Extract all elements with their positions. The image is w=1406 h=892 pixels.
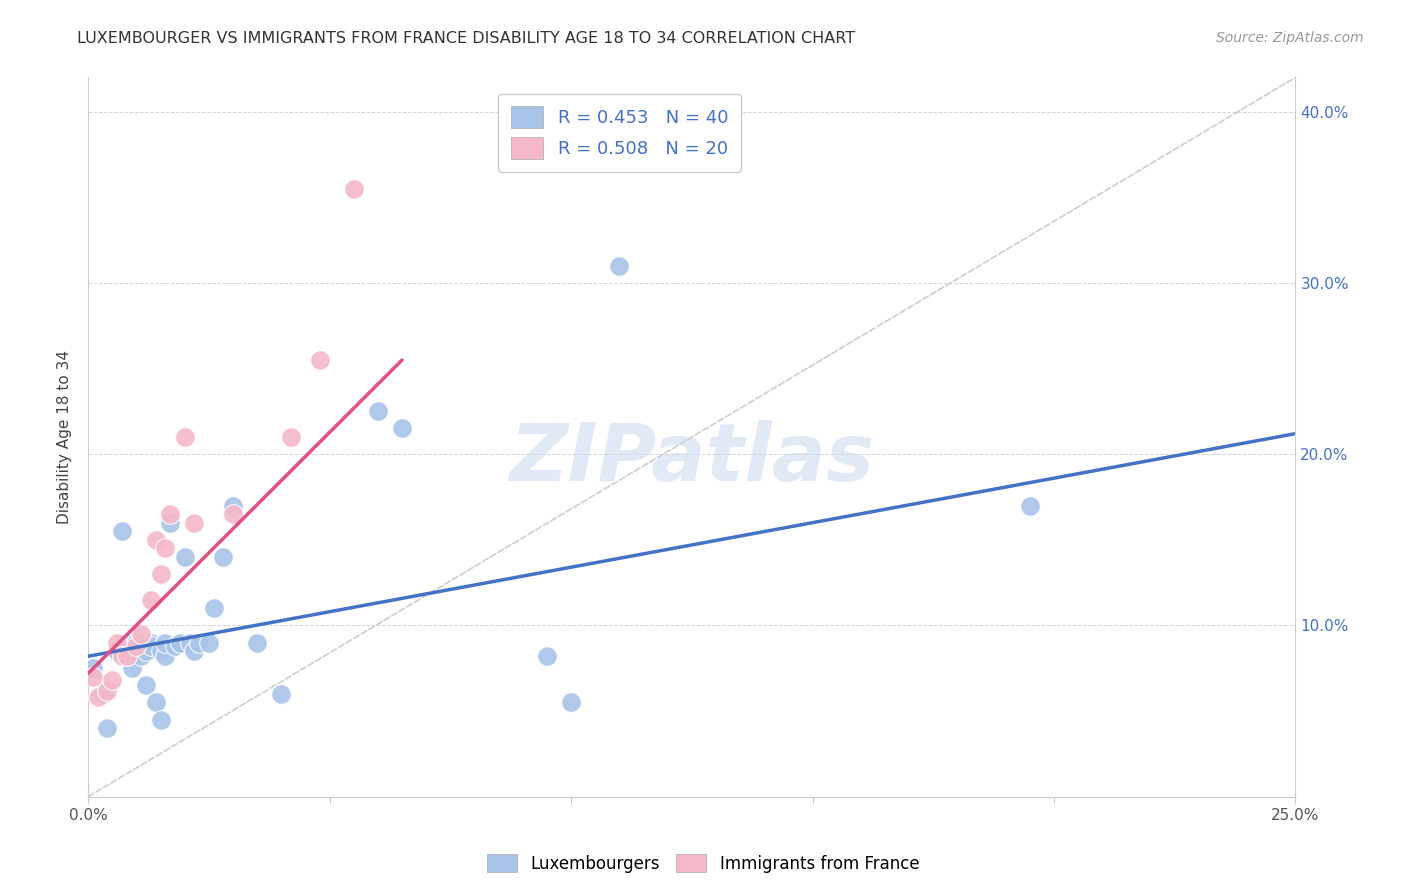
Y-axis label: Disability Age 18 to 34: Disability Age 18 to 34	[58, 350, 72, 524]
Point	[173, 430, 195, 444]
Point	[367, 404, 389, 418]
Point	[82, 661, 104, 675]
Point	[155, 541, 177, 556]
Point	[280, 430, 302, 444]
Point	[222, 507, 245, 521]
Text: LUXEMBOURGER VS IMMIGRANTS FROM FRANCE DISABILITY AGE 18 TO 34 CORRELATION CHART: LUXEMBOURGER VS IMMIGRANTS FROM FRANCE D…	[77, 31, 855, 46]
Point	[202, 601, 225, 615]
Point	[129, 635, 152, 649]
Point	[149, 644, 172, 658]
Point	[111, 524, 134, 539]
Point	[222, 499, 245, 513]
Point	[212, 549, 235, 564]
Point	[82, 670, 104, 684]
Point	[111, 649, 134, 664]
Point	[115, 635, 138, 649]
Point	[96, 721, 118, 735]
Point	[155, 649, 177, 664]
Point	[183, 644, 205, 658]
Point	[149, 713, 172, 727]
Text: Source: ZipAtlas.com: Source: ZipAtlas.com	[1216, 31, 1364, 45]
Point	[609, 259, 631, 273]
Point	[101, 673, 124, 688]
Point	[125, 635, 148, 649]
Point	[149, 567, 172, 582]
Point	[135, 644, 157, 658]
Point	[91, 687, 114, 701]
Point	[173, 549, 195, 564]
Point	[246, 635, 269, 649]
Point	[343, 182, 366, 196]
Point	[121, 661, 143, 675]
Point	[155, 635, 177, 649]
Point	[159, 507, 181, 521]
Point	[159, 516, 181, 530]
Point	[165, 639, 187, 653]
Point	[179, 635, 201, 649]
Point	[188, 635, 211, 649]
Point	[87, 690, 110, 705]
Point	[125, 644, 148, 658]
Point	[145, 696, 167, 710]
Point	[139, 635, 162, 649]
Point	[145, 533, 167, 547]
Point	[309, 353, 332, 368]
Text: ZIPatlas: ZIPatlas	[509, 419, 875, 498]
Point	[129, 627, 152, 641]
Point	[125, 639, 148, 653]
Point	[560, 696, 582, 710]
Point	[270, 687, 292, 701]
Point	[183, 516, 205, 530]
Point	[96, 683, 118, 698]
Point	[391, 421, 413, 435]
Point	[121, 644, 143, 658]
Point	[536, 649, 558, 664]
Legend: Luxembourgers, Immigrants from France: Luxembourgers, Immigrants from France	[479, 847, 927, 880]
Point	[1018, 499, 1040, 513]
Point	[139, 639, 162, 653]
Point	[105, 644, 128, 658]
Point	[139, 592, 162, 607]
Point	[169, 635, 191, 649]
Point	[105, 635, 128, 649]
Point	[135, 678, 157, 692]
Point	[129, 649, 152, 664]
Legend: R = 0.453   N = 40, R = 0.508   N = 20: R = 0.453 N = 40, R = 0.508 N = 20	[498, 94, 741, 172]
Point	[198, 635, 221, 649]
Point	[115, 649, 138, 664]
